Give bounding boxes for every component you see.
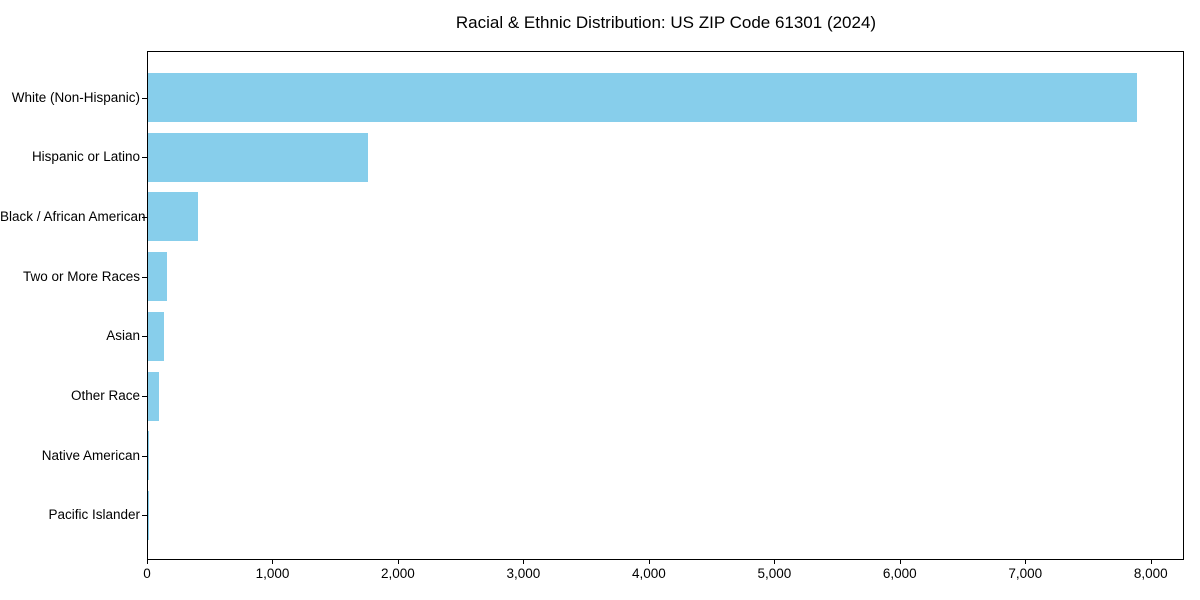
category-label-other-race: Other Race <box>70 388 140 403</box>
bar-black-african-american <box>148 192 199 242</box>
category-label-two-or-more-races: Two or More Races <box>22 268 140 284</box>
bar-other-race <box>148 371 160 421</box>
x-tick-label: 4,000 <box>631 566 666 581</box>
x-tick <box>272 560 274 564</box>
x-tick <box>397 560 399 564</box>
x-tick <box>774 560 776 564</box>
category-label-pacific-islander: Pacific Islander <box>48 507 140 523</box>
bar-asian <box>148 311 165 361</box>
chart-title: Racial & Ethnic Distribution: US ZIP Cod… <box>455 13 877 32</box>
y-tick <box>142 157 147 159</box>
x-tick-label: 2,000 <box>381 566 415 581</box>
y-tick <box>142 276 147 278</box>
x-tick <box>1150 560 1152 564</box>
x-tick-label: 6,000 <box>882 566 917 581</box>
y-tick <box>142 97 147 99</box>
y-tick <box>142 216 147 218</box>
x-tick-label: 8,000 <box>1133 566 1168 581</box>
y-tick <box>142 336 147 338</box>
x-tick-label: 5,000 <box>757 566 792 581</box>
x-tick-label: 1,000 <box>255 566 290 581</box>
x-tick <box>1025 560 1027 564</box>
y-tick <box>142 515 147 517</box>
y-tick <box>142 396 147 397</box>
y-tick <box>142 455 147 457</box>
category-label-white-non-hispanic: White (Non-Hispanic) <box>11 89 140 105</box>
category-label-black-african-american: Black / African American <box>0 208 146 224</box>
category-label-native-american: Native American <box>41 447 140 463</box>
x-tick <box>648 560 650 564</box>
x-tick <box>523 560 525 564</box>
bar-native-american <box>148 431 149 481</box>
bar-white-non-hispanic <box>148 73 1138 122</box>
plot-area <box>147 51 1184 560</box>
x-tick-label: 7,000 <box>1008 566 1043 581</box>
x-tick-label: 0 <box>143 566 151 581</box>
bar-hispanic-or-latino <box>148 132 369 182</box>
x-tick <box>899 560 901 564</box>
x-tick-label: 3,000 <box>506 566 541 581</box>
category-label-asian: Asian <box>106 328 140 344</box>
category-label-hispanic-or-latino: Hispanic or Latino <box>31 149 140 165</box>
bar-two-or-more-races <box>148 252 168 302</box>
x-tick <box>147 560 148 564</box>
